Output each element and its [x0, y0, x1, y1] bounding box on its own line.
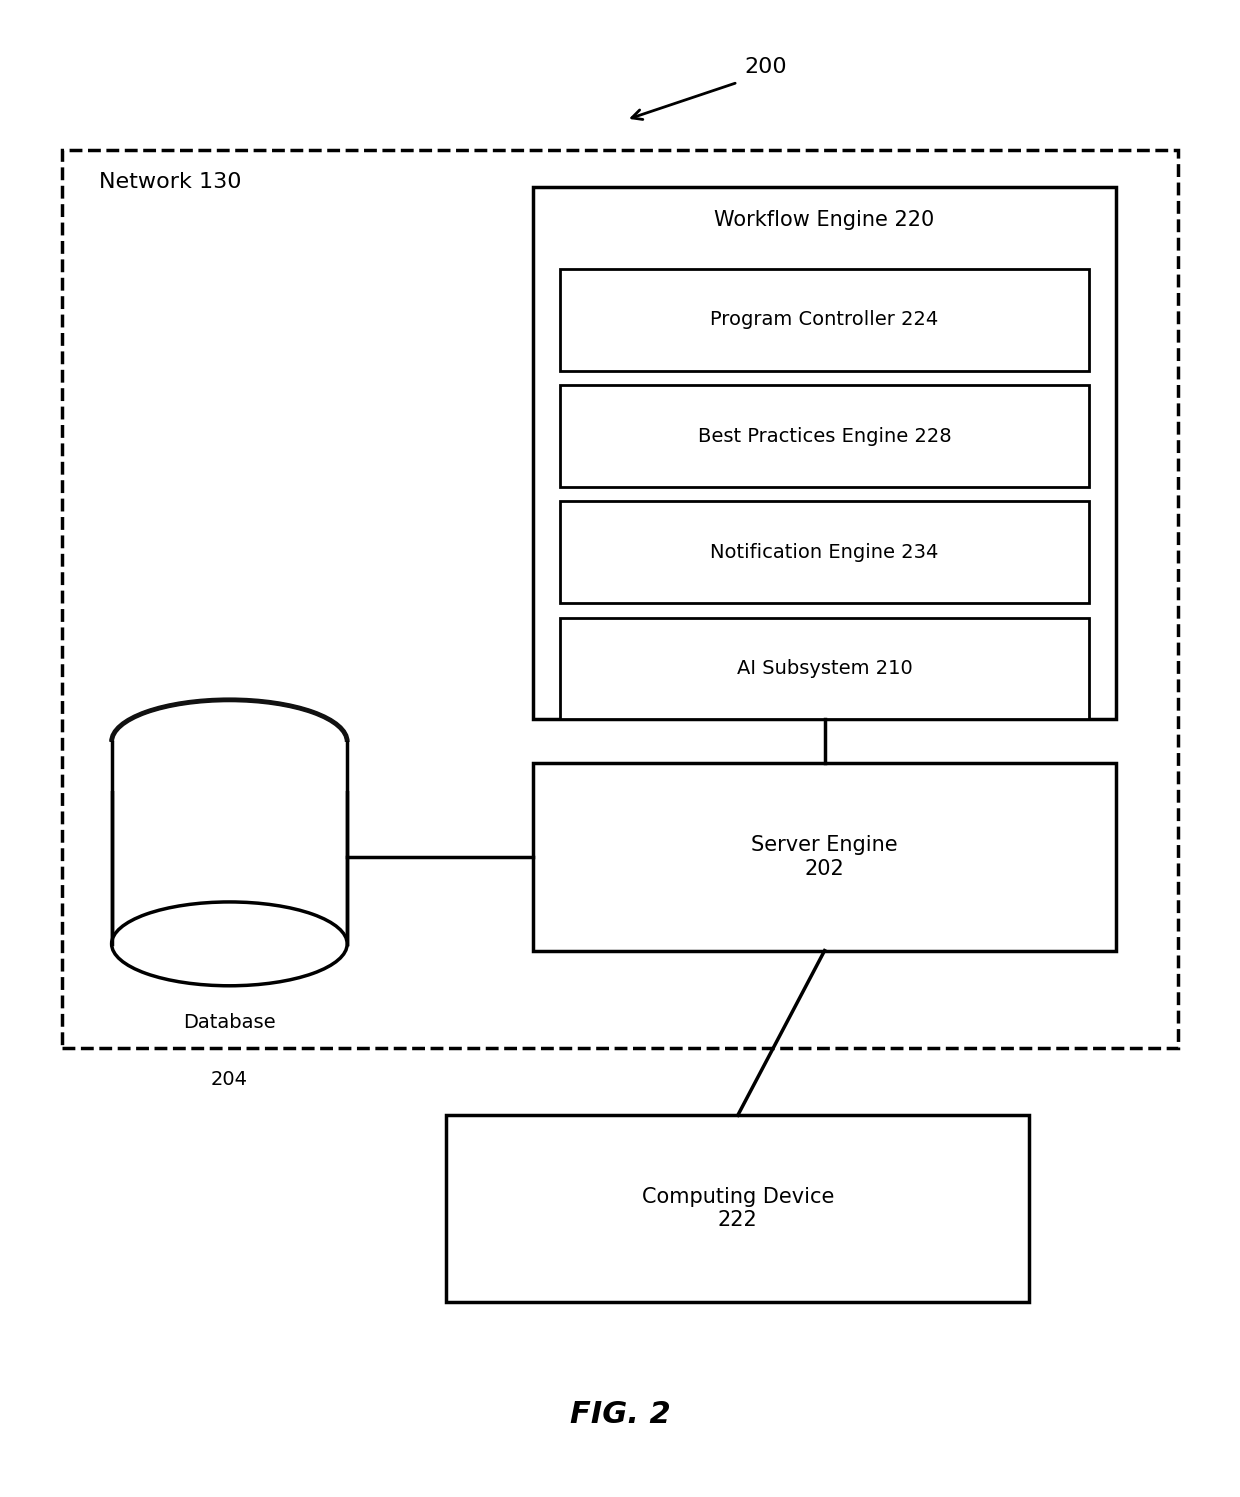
FancyBboxPatch shape	[560, 501, 1089, 603]
FancyBboxPatch shape	[62, 150, 1178, 1048]
Text: Program Controller 224: Program Controller 224	[711, 310, 939, 329]
Text: Database: Database	[184, 1013, 275, 1031]
Text: Server Engine
202: Server Engine 202	[751, 835, 898, 879]
Text: Network 130: Network 130	[99, 172, 242, 192]
Text: Computing Device
222: Computing Device 222	[641, 1187, 835, 1231]
FancyBboxPatch shape	[533, 187, 1116, 719]
Ellipse shape	[112, 699, 347, 784]
FancyBboxPatch shape	[533, 763, 1116, 951]
Ellipse shape	[112, 901, 347, 987]
Text: Workflow Engine 220: Workflow Engine 220	[714, 210, 935, 229]
FancyBboxPatch shape	[112, 741, 347, 945]
FancyBboxPatch shape	[560, 617, 1089, 719]
FancyBboxPatch shape	[105, 741, 353, 790]
FancyBboxPatch shape	[446, 1115, 1029, 1302]
Text: Best Practices Engine 228: Best Practices Engine 228	[698, 427, 951, 446]
FancyBboxPatch shape	[560, 269, 1089, 371]
Text: 204: 204	[211, 1069, 248, 1088]
FancyBboxPatch shape	[560, 386, 1089, 487]
Text: Notification Engine 234: Notification Engine 234	[711, 542, 939, 561]
Text: 200: 200	[744, 57, 786, 78]
Text: AI Subsystem 210: AI Subsystem 210	[737, 659, 913, 678]
Text: FIG. 2: FIG. 2	[569, 1400, 671, 1430]
